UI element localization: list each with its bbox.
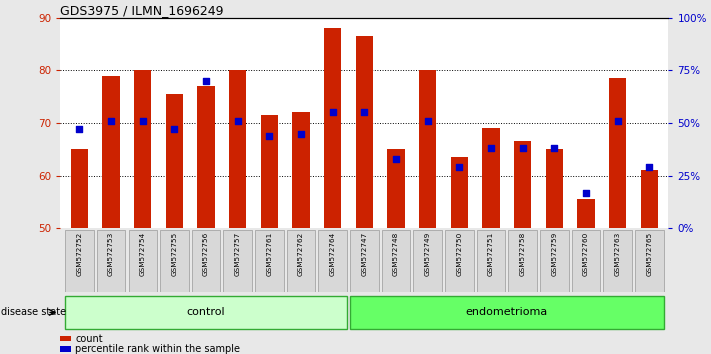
Point [549, 145, 560, 151]
Bar [223, 230, 252, 292]
Text: GSM572760: GSM572760 [583, 232, 589, 276]
Text: GSM572756: GSM572756 [203, 232, 209, 276]
Bar [198, 86, 215, 228]
Text: GSM572751: GSM572751 [488, 232, 494, 276]
Bar [350, 230, 379, 292]
Bar [635, 230, 663, 292]
Point [643, 164, 655, 170]
Bar [229, 70, 247, 228]
Text: count: count [75, 333, 103, 344]
Bar [192, 230, 220, 292]
Bar [414, 230, 442, 292]
Bar [324, 28, 341, 228]
Bar [65, 296, 347, 329]
Bar [65, 230, 94, 292]
Text: GSM572758: GSM572758 [520, 232, 525, 276]
Text: GSM572754: GSM572754 [140, 232, 146, 276]
Bar [514, 142, 531, 228]
Bar [60, 346, 71, 352]
Point [327, 110, 338, 115]
Text: GSM572752: GSM572752 [76, 232, 82, 276]
Point [390, 156, 402, 162]
Text: GSM572755: GSM572755 [171, 232, 178, 276]
Text: GSM572747: GSM572747 [361, 232, 368, 276]
Bar [261, 115, 278, 228]
Bar [255, 230, 284, 292]
Bar [60, 336, 71, 341]
Text: GSM572748: GSM572748 [393, 232, 399, 276]
Text: GSM572749: GSM572749 [424, 232, 431, 276]
Text: disease state: disease state [1, 307, 67, 318]
Text: GSM572762: GSM572762 [298, 232, 304, 276]
Text: endometrioma: endometrioma [466, 307, 548, 318]
Bar [292, 113, 310, 228]
Text: GSM572750: GSM572750 [456, 232, 462, 276]
Bar [319, 230, 347, 292]
Point [232, 118, 243, 124]
Text: GSM572757: GSM572757 [235, 232, 241, 276]
Bar [482, 128, 500, 228]
Bar [287, 230, 315, 292]
Point [169, 126, 180, 132]
Bar [134, 70, 151, 228]
Bar [97, 230, 125, 292]
Point [295, 131, 306, 136]
Point [486, 145, 497, 151]
Point [517, 145, 528, 151]
Bar [129, 230, 157, 292]
Bar [102, 76, 119, 228]
Point [201, 78, 212, 84]
Point [74, 126, 85, 132]
Bar [540, 230, 569, 292]
Bar [382, 230, 410, 292]
Point [612, 118, 624, 124]
Point [137, 118, 149, 124]
Text: GSM572753: GSM572753 [108, 232, 114, 276]
Bar [641, 170, 658, 228]
Point [422, 118, 434, 124]
Text: GSM572761: GSM572761 [267, 232, 272, 276]
Point [105, 118, 117, 124]
Text: percentile rank within the sample: percentile rank within the sample [75, 344, 240, 354]
Point [264, 133, 275, 138]
Bar [508, 230, 537, 292]
Bar [166, 94, 183, 228]
Bar [477, 230, 506, 292]
Bar [577, 199, 594, 228]
Bar [545, 149, 563, 228]
Bar [609, 78, 626, 228]
Point [358, 110, 370, 115]
Text: GSM572763: GSM572763 [615, 232, 621, 276]
Text: GDS3975 / ILMN_1696249: GDS3975 / ILMN_1696249 [60, 4, 224, 17]
Bar [604, 230, 632, 292]
Text: GSM572759: GSM572759 [551, 232, 557, 276]
Bar [387, 149, 405, 228]
Bar [356, 36, 373, 228]
Point [580, 190, 592, 195]
Bar [572, 230, 600, 292]
Text: control: control [187, 307, 225, 318]
Point [454, 164, 465, 170]
Text: GSM572765: GSM572765 [646, 232, 653, 276]
Bar [419, 70, 437, 228]
Bar [70, 149, 88, 228]
Bar [451, 157, 468, 228]
Text: GSM572764: GSM572764 [330, 232, 336, 276]
Bar [445, 230, 474, 292]
Bar [350, 296, 663, 329]
Bar [160, 230, 188, 292]
